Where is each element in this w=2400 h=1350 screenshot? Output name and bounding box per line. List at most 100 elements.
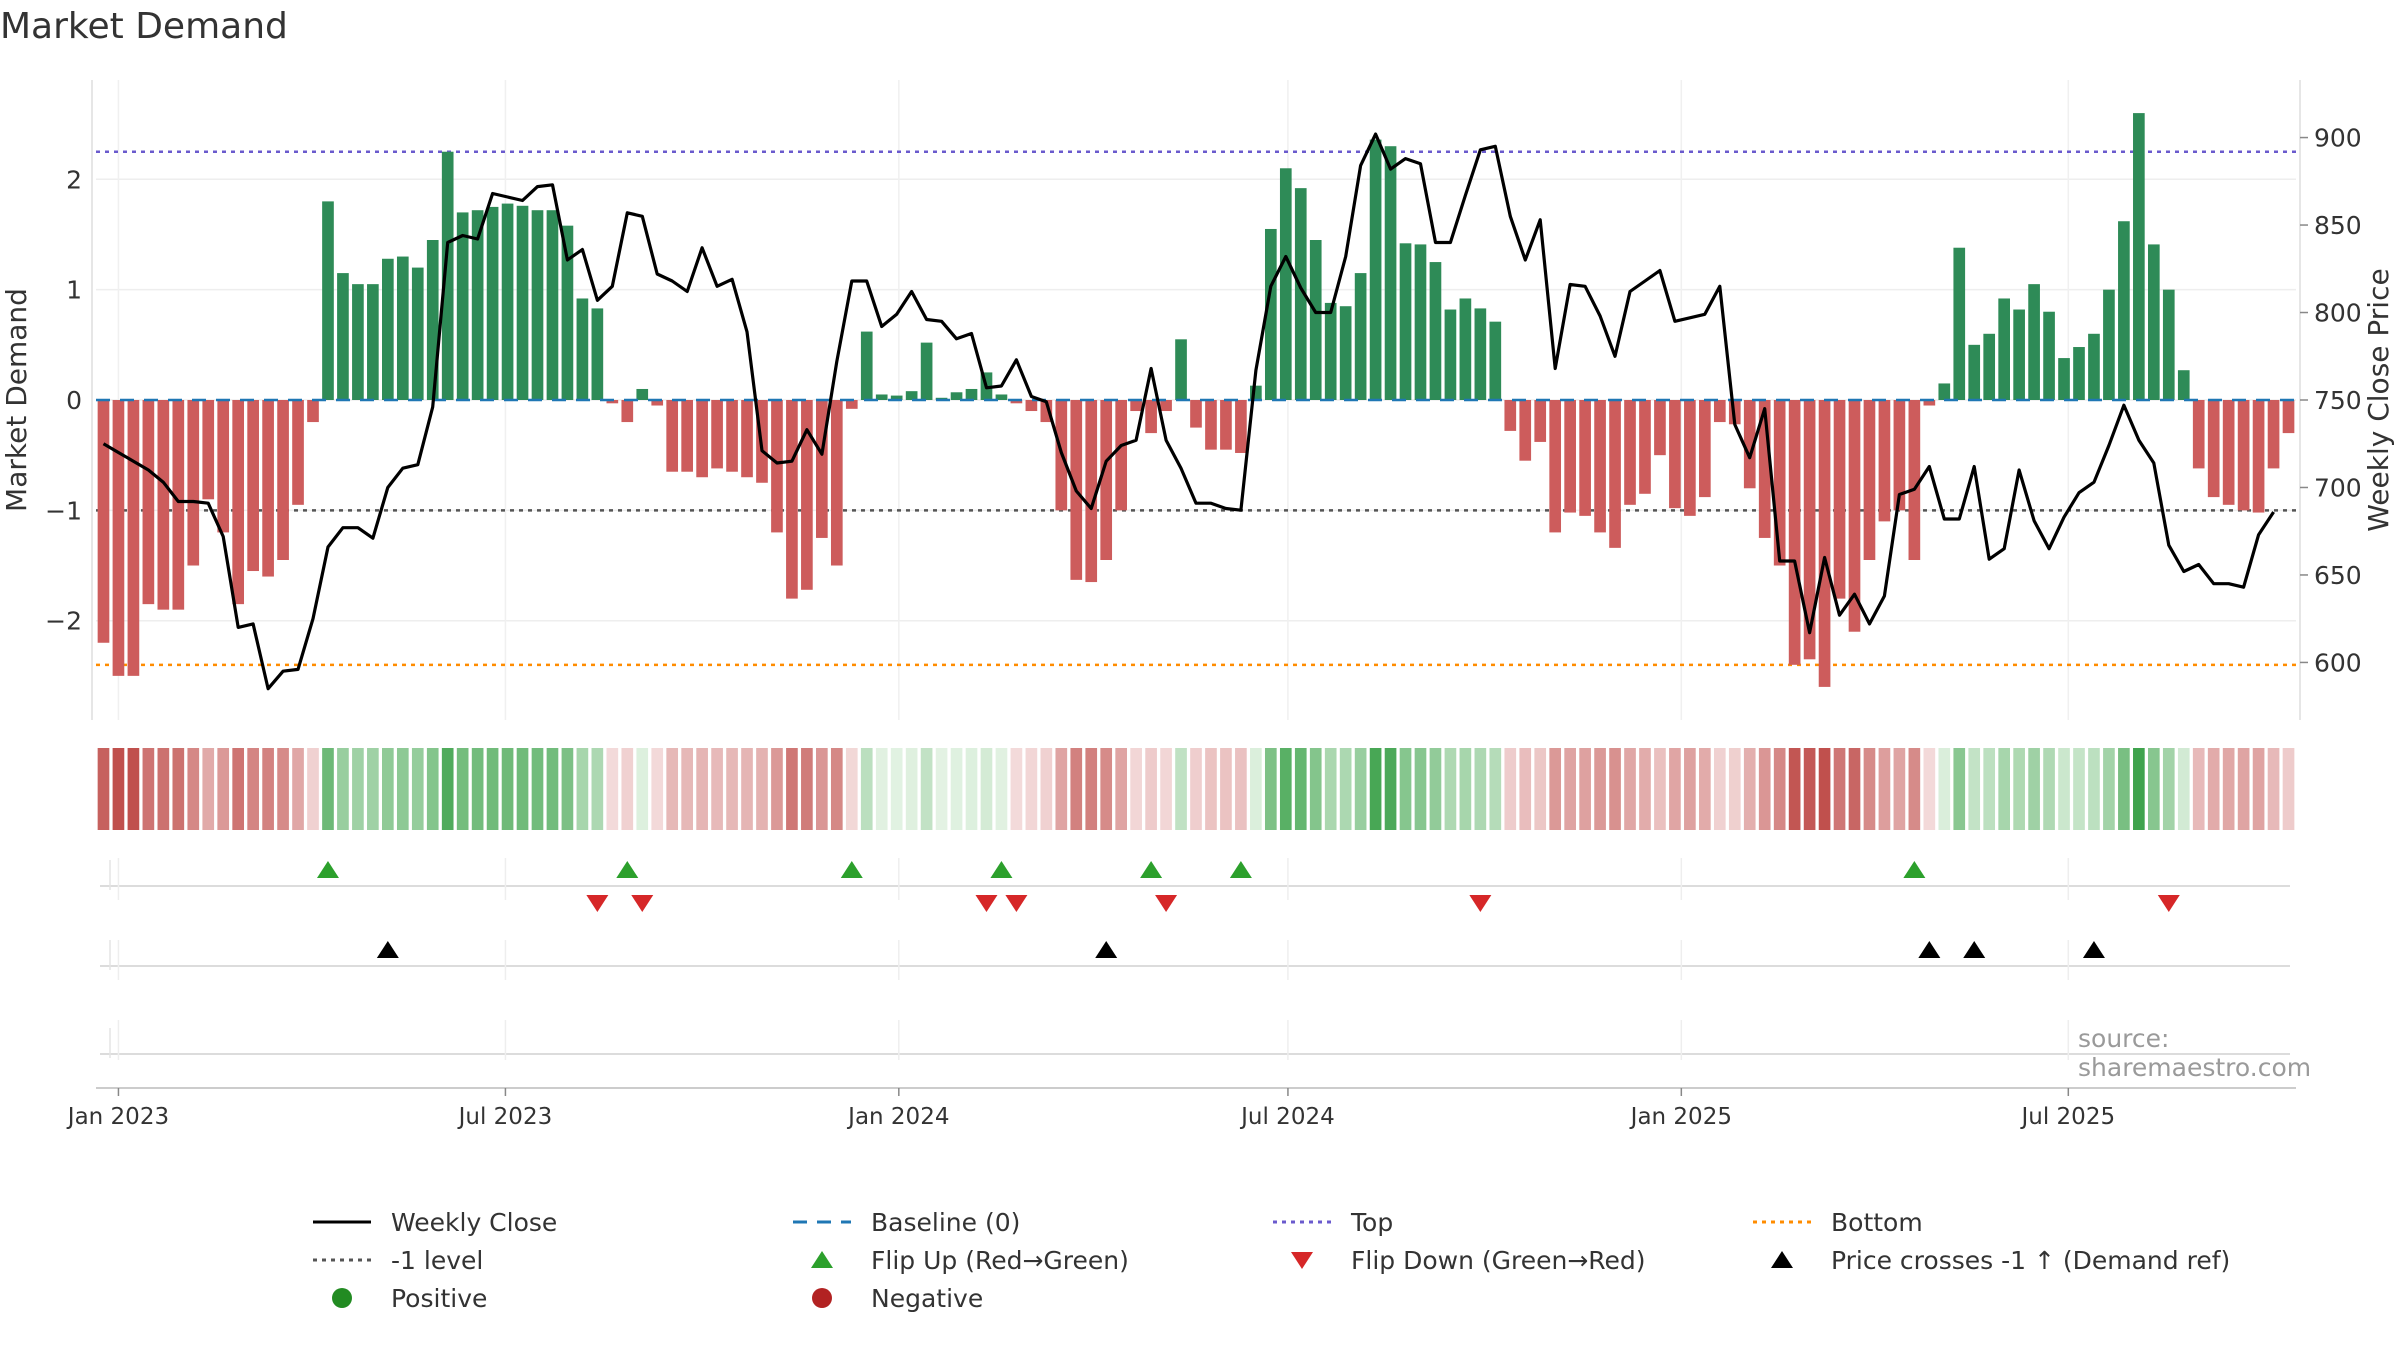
demand-bar	[890, 395, 903, 400]
demand-bar	[426, 240, 439, 400]
strip-cell	[1489, 748, 1502, 830]
legend-swatch	[793, 1220, 851, 1224]
strip-cell	[202, 748, 215, 830]
demand-bar	[1160, 400, 1172, 412]
demand-bar	[1339, 306, 1352, 400]
strip-cell	[1279, 748, 1292, 830]
strip-cell	[1354, 748, 1367, 830]
strip-cell	[726, 748, 738, 830]
demand-bar	[1609, 400, 1621, 548]
strip-cell	[1294, 748, 1307, 830]
strip-cell	[1743, 748, 1756, 830]
demand-bar	[1190, 400, 1202, 428]
y-axis-label: Market Demand	[0, 288, 33, 512]
strip-cell	[1115, 748, 1127, 830]
demand-bar	[1564, 400, 1576, 513]
demand-bar	[2073, 347, 2085, 400]
strip-cell	[2177, 748, 2190, 830]
flip-down-marker	[631, 895, 654, 912]
strip-cell	[621, 748, 634, 830]
flip-down-marker	[975, 895, 998, 912]
demand-bar	[2118, 221, 2130, 400]
flip-up-marker	[616, 861, 639, 878]
legend-label: Negative	[871, 1283, 984, 1313]
strip-cell	[292, 748, 304, 830]
strip-cell	[1534, 748, 1547, 830]
legend-item: Bottom	[1753, 1206, 1923, 1238]
strip-cell	[1713, 748, 1726, 830]
strip-cell	[1085, 748, 1098, 830]
demand-bar	[1235, 400, 1247, 453]
demand-bar	[1429, 262, 1442, 400]
legend-item: Flip Up (Red→Green)	[793, 1244, 1129, 1276]
y2-tick-label: 650	[2314, 561, 2362, 590]
y-tick-label: 0	[66, 386, 82, 415]
strip-cell	[1728, 748, 1741, 830]
strip-cell	[1848, 748, 1861, 830]
legend-swatch	[313, 1258, 371, 1262]
demand-bar	[1309, 240, 1322, 400]
strip-cell	[142, 748, 155, 830]
signal-markers	[100, 858, 2290, 1060]
demand-bar	[142, 400, 155, 605]
demand-bar	[1848, 400, 1861, 632]
strip-cell	[1639, 748, 1651, 830]
strip-cell	[2147, 748, 2160, 830]
y2-tick-label: 800	[2314, 299, 2362, 328]
strip-cell	[247, 748, 259, 830]
strip-cell	[1459, 748, 1472, 830]
demand-bar	[1908, 400, 1921, 560]
demand-bar	[292, 400, 304, 505]
strip-cell	[277, 748, 289, 830]
strip-cell	[2118, 748, 2130, 830]
legend-label: Top	[1351, 1207, 1394, 1237]
flip-down-marker	[2157, 895, 2180, 912]
demand-bar	[1893, 400, 1906, 511]
strip-cell	[1624, 748, 1636, 830]
strip-cell	[2088, 748, 2100, 830]
strip-cell	[1369, 748, 1382, 830]
strip-cell	[1983, 748, 1996, 830]
x-tick-label: Jan 2023	[66, 1104, 169, 1130]
demand-bar	[920, 342, 933, 400]
legend-swatch	[812, 1288, 832, 1308]
demand-bar	[396, 256, 409, 400]
strip-cell	[1579, 748, 1591, 830]
strip-cell	[486, 748, 499, 830]
strip-cell	[2013, 748, 2025, 830]
demand-bar	[845, 400, 858, 409]
demand-bar	[2103, 289, 2115, 400]
demand-bar	[1145, 400, 1157, 434]
demand-bar	[411, 267, 424, 400]
demand-bar	[621, 400, 634, 423]
flip-down-marker	[1469, 895, 1492, 912]
demand-bar	[2043, 311, 2055, 400]
legend-item: Positive	[313, 1282, 487, 1314]
demand-bar	[202, 400, 215, 500]
strip-cell	[1699, 748, 1711, 830]
strip-cell	[322, 748, 334, 830]
demand-bar	[1010, 400, 1023, 404]
demand-bar	[606, 400, 619, 404]
strip-cell	[217, 748, 230, 830]
strip-cell	[830, 748, 843, 830]
demand-bar	[501, 203, 514, 400]
legend-triangle-up-icon	[1771, 1251, 1793, 1268]
strip-cell	[1788, 748, 1801, 830]
demand-bar	[1923, 400, 1936, 406]
demand-bar	[1205, 400, 1217, 450]
flip-up-marker	[1140, 861, 1163, 878]
flip-up-marker	[316, 861, 339, 878]
demand-bar	[1115, 400, 1127, 511]
demand-bar	[1758, 400, 1771, 538]
demand-bar	[97, 400, 110, 643]
demand-bar	[2237, 400, 2250, 511]
demand-bar	[1504, 400, 1517, 431]
x-tick-label: Jan 2025	[1629, 1104, 1732, 1130]
legend-label: Weekly Close	[391, 1207, 558, 1237]
legend-label: Price crosses -1 ↑ (Demand ref)	[1831, 1245, 2231, 1275]
legend-label: Baseline (0)	[871, 1207, 1021, 1237]
demand-bar	[726, 400, 738, 472]
weekly-close-line	[102, 132, 2275, 691]
demand-bar	[1279, 168, 1292, 400]
